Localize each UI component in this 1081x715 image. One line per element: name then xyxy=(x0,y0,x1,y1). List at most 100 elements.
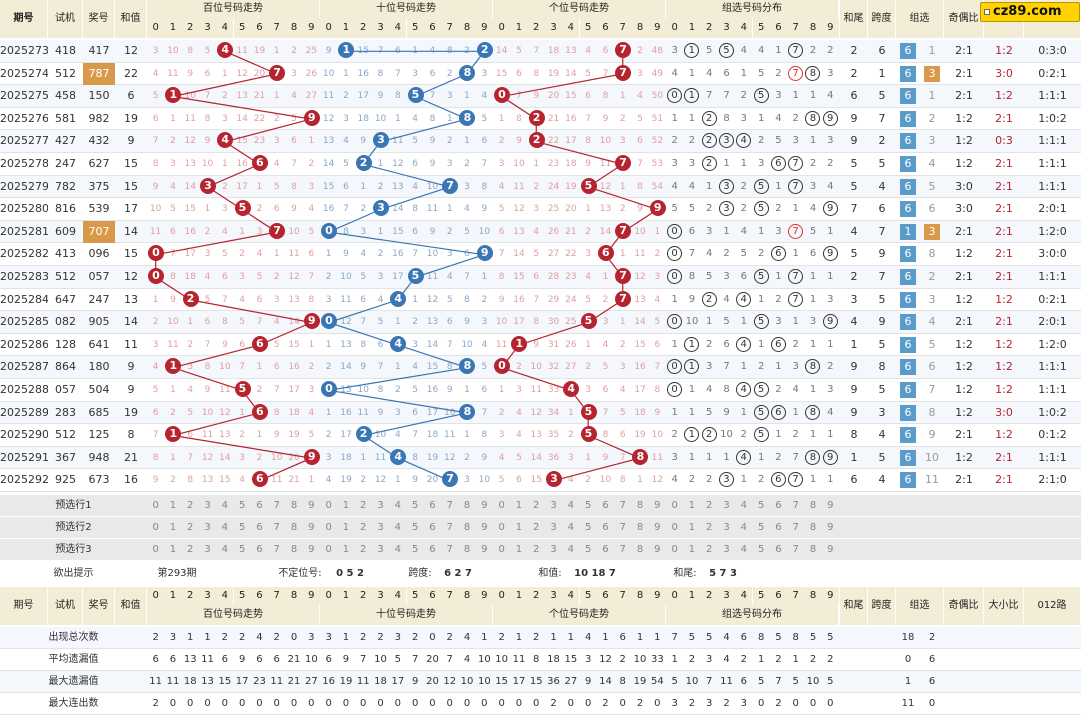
forecast-digit[interactable]: 0 xyxy=(498,522,505,533)
forecast-digit[interactable]: 1 xyxy=(342,500,350,511)
forecast-digit[interactable]: 3 xyxy=(377,500,384,511)
forecast-digit[interactable]: 0 xyxy=(325,544,332,555)
forecast-digit[interactable]: 0 xyxy=(152,544,159,555)
forecast-digit[interactable]: 7 xyxy=(619,500,626,511)
forecast-digit[interactable]: 4 xyxy=(567,522,575,533)
forecast-digit[interactable]: 7 xyxy=(446,522,453,533)
forecast-digit[interactable]: 2 xyxy=(706,522,713,533)
forecast-digit[interactable]: 5 xyxy=(757,544,765,555)
forecast-digit[interactable]: 0 xyxy=(498,544,505,555)
forecast-digit[interactable]: 3 xyxy=(204,544,211,555)
forecast-digit[interactable]: 8 xyxy=(809,500,817,511)
forecast-digit[interactable]: 7 xyxy=(792,522,799,533)
forecast-digit[interactable]: 5 xyxy=(584,522,592,533)
forecast-digit[interactable]: 0 xyxy=(152,500,159,511)
forecast-digit[interactable]: 7 xyxy=(619,522,626,533)
forecast-digit[interactable]: 8 xyxy=(809,522,817,533)
forecast-digit[interactable]: 1 xyxy=(342,544,350,555)
forecast-digit[interactable]: 9 xyxy=(827,522,834,533)
forecast-digit[interactable]: 1 xyxy=(342,522,350,533)
forecast-digit[interactable]: 2 xyxy=(360,544,367,555)
forecast-digit[interactable]: 4 xyxy=(394,522,402,533)
forecast-digit[interactable]: 3 xyxy=(723,544,730,555)
forecast-digit[interactable]: 0 xyxy=(325,522,332,533)
forecast-digit[interactable]: 6 xyxy=(429,522,436,533)
forecast-digit[interactable]: 9 xyxy=(827,500,834,511)
forecast-digit[interactable]: 7 xyxy=(273,500,280,511)
forecast-digit[interactable]: 5 xyxy=(584,544,592,555)
forecast-digit[interactable]: 2 xyxy=(187,544,194,555)
forecast-digit[interactable]: 6 xyxy=(429,544,436,555)
forecast-digit[interactable]: 3 xyxy=(377,522,384,533)
forecast-digit[interactable]: 1 xyxy=(515,544,523,555)
forecast-digit[interactable]: 3 xyxy=(723,522,730,533)
forecast-digit[interactable]: 8 xyxy=(463,544,471,555)
forecast-digit[interactable]: 2 xyxy=(706,544,713,555)
forecast-digit[interactable]: 7 xyxy=(619,544,626,555)
forecast-digit[interactable]: 6 xyxy=(775,500,782,511)
forecast-digit[interactable]: 5 xyxy=(411,522,419,533)
forecast-digit[interactable]: 1 xyxy=(169,500,177,511)
forecast-digit[interactable]: 9 xyxy=(308,500,315,511)
forecast-digit[interactable]: 3 xyxy=(204,500,211,511)
forecast-digit[interactable]: 6 xyxy=(256,500,263,511)
forecast-digit[interactable]: 5 xyxy=(584,500,592,511)
forecast-digit[interactable]: 3 xyxy=(550,522,557,533)
forecast-digit[interactable]: 0 xyxy=(152,522,159,533)
forecast-digit[interactable]: 4 xyxy=(567,544,575,555)
forecast-digit[interactable]: 9 xyxy=(654,522,661,533)
forecast-digit[interactable]: 1 xyxy=(515,522,523,533)
forecast-digit[interactable]: 4 xyxy=(221,500,229,511)
forecast-digit[interactable]: 2 xyxy=(360,500,367,511)
forecast-digit[interactable]: 0 xyxy=(325,500,332,511)
forecast-digit[interactable]: 7 xyxy=(792,500,799,511)
forecast-digit[interactable]: 4 xyxy=(567,500,575,511)
brand-logo[interactable]: cz89.com xyxy=(980,2,1080,22)
forecast-digit[interactable]: 9 xyxy=(308,544,315,555)
forecast-digit[interactable]: 9 xyxy=(827,544,834,555)
forecast-digit[interactable]: 6 xyxy=(429,500,436,511)
forecast-digit[interactable]: 4 xyxy=(394,500,402,511)
forecast-digit[interactable]: 3 xyxy=(550,544,557,555)
forecast-digit[interactable]: 0 xyxy=(671,544,678,555)
forecast-digit[interactable]: 5 xyxy=(757,500,765,511)
forecast-digit[interactable]: 4 xyxy=(221,522,229,533)
forecast-digit[interactable]: 1 xyxy=(169,544,177,555)
forecast-digit[interactable]: 3 xyxy=(723,500,730,511)
forecast-digit[interactable]: 6 xyxy=(602,544,609,555)
forecast-digit[interactable]: 4 xyxy=(740,500,748,511)
forecast-digit[interactable]: 1 xyxy=(688,522,696,533)
forecast-digit[interactable]: 7 xyxy=(273,522,280,533)
forecast-digit[interactable]: 0 xyxy=(671,522,678,533)
forecast-digit[interactable]: 9 xyxy=(481,522,488,533)
forecast-digit[interactable]: 6 xyxy=(602,522,609,533)
forecast-digit[interactable]: 5 xyxy=(411,544,419,555)
forecast-digit[interactable]: 8 xyxy=(290,544,298,555)
forecast-digit[interactable]: 7 xyxy=(273,544,280,555)
forecast-digit[interactable]: 2 xyxy=(187,522,194,533)
forecast-digit[interactable]: 3 xyxy=(377,544,384,555)
forecast-digit[interactable]: 6 xyxy=(602,500,609,511)
forecast-digit[interactable]: 5 xyxy=(411,500,419,511)
forecast-digit[interactable]: 9 xyxy=(481,544,488,555)
forecast-digit[interactable]: 1 xyxy=(688,544,696,555)
forecast-digit[interactable]: 8 xyxy=(463,522,471,533)
forecast-digit[interactable]: 8 xyxy=(290,500,298,511)
forecast-digit[interactable]: 6 xyxy=(775,544,782,555)
forecast-digit[interactable]: 5 xyxy=(238,544,246,555)
forecast-digit[interactable]: 0 xyxy=(498,500,505,511)
forecast-digit[interactable]: 6 xyxy=(256,522,263,533)
forecast-digit[interactable]: 4 xyxy=(740,544,748,555)
forecast-digit[interactable]: 1 xyxy=(688,500,696,511)
forecast-digit[interactable]: 2 xyxy=(533,500,540,511)
forecast-digit[interactable]: 4 xyxy=(394,544,402,555)
forecast-digit[interactable]: 6 xyxy=(256,544,263,555)
forecast-digit[interactable]: 7 xyxy=(446,544,453,555)
forecast-digit[interactable]: 8 xyxy=(290,522,298,533)
forecast-digit[interactable]: 7 xyxy=(792,544,799,555)
forecast-digit[interactable]: 5 xyxy=(238,522,246,533)
forecast-digit[interactable]: 2 xyxy=(533,544,540,555)
forecast-digit[interactable]: 2 xyxy=(706,500,713,511)
forecast-digit[interactable]: 3 xyxy=(550,500,557,511)
forecast-digit[interactable]: 1 xyxy=(515,500,523,511)
